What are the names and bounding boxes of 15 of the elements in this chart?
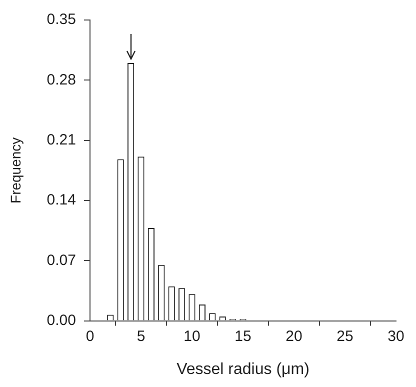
y-tick-label: 0.14 bbox=[46, 192, 76, 209]
x-axis-title: Vessel radius (μm) bbox=[176, 360, 310, 378]
y-tick-label: 0.00 bbox=[46, 312, 76, 329]
x-tick-label: 25 bbox=[336, 328, 354, 345]
y-axis-title: Frequency bbox=[7, 137, 24, 204]
x-tick-label: 15 bbox=[234, 328, 252, 345]
x-tick-label: 20 bbox=[286, 328, 302, 345]
y-tick-label: 0.28 bbox=[46, 71, 76, 88]
y-tick-label: 0.21 bbox=[46, 131, 76, 148]
x-tick-label: 10 bbox=[184, 328, 200, 345]
x-tick-label: 5 bbox=[136, 328, 146, 345]
y-tick-label: 0.07 bbox=[46, 252, 76, 269]
x-tick-label: 30 bbox=[388, 328, 404, 345]
x-tick-label: 0 bbox=[86, 328, 94, 345]
y-tick-label: 0.35 bbox=[46, 11, 76, 28]
